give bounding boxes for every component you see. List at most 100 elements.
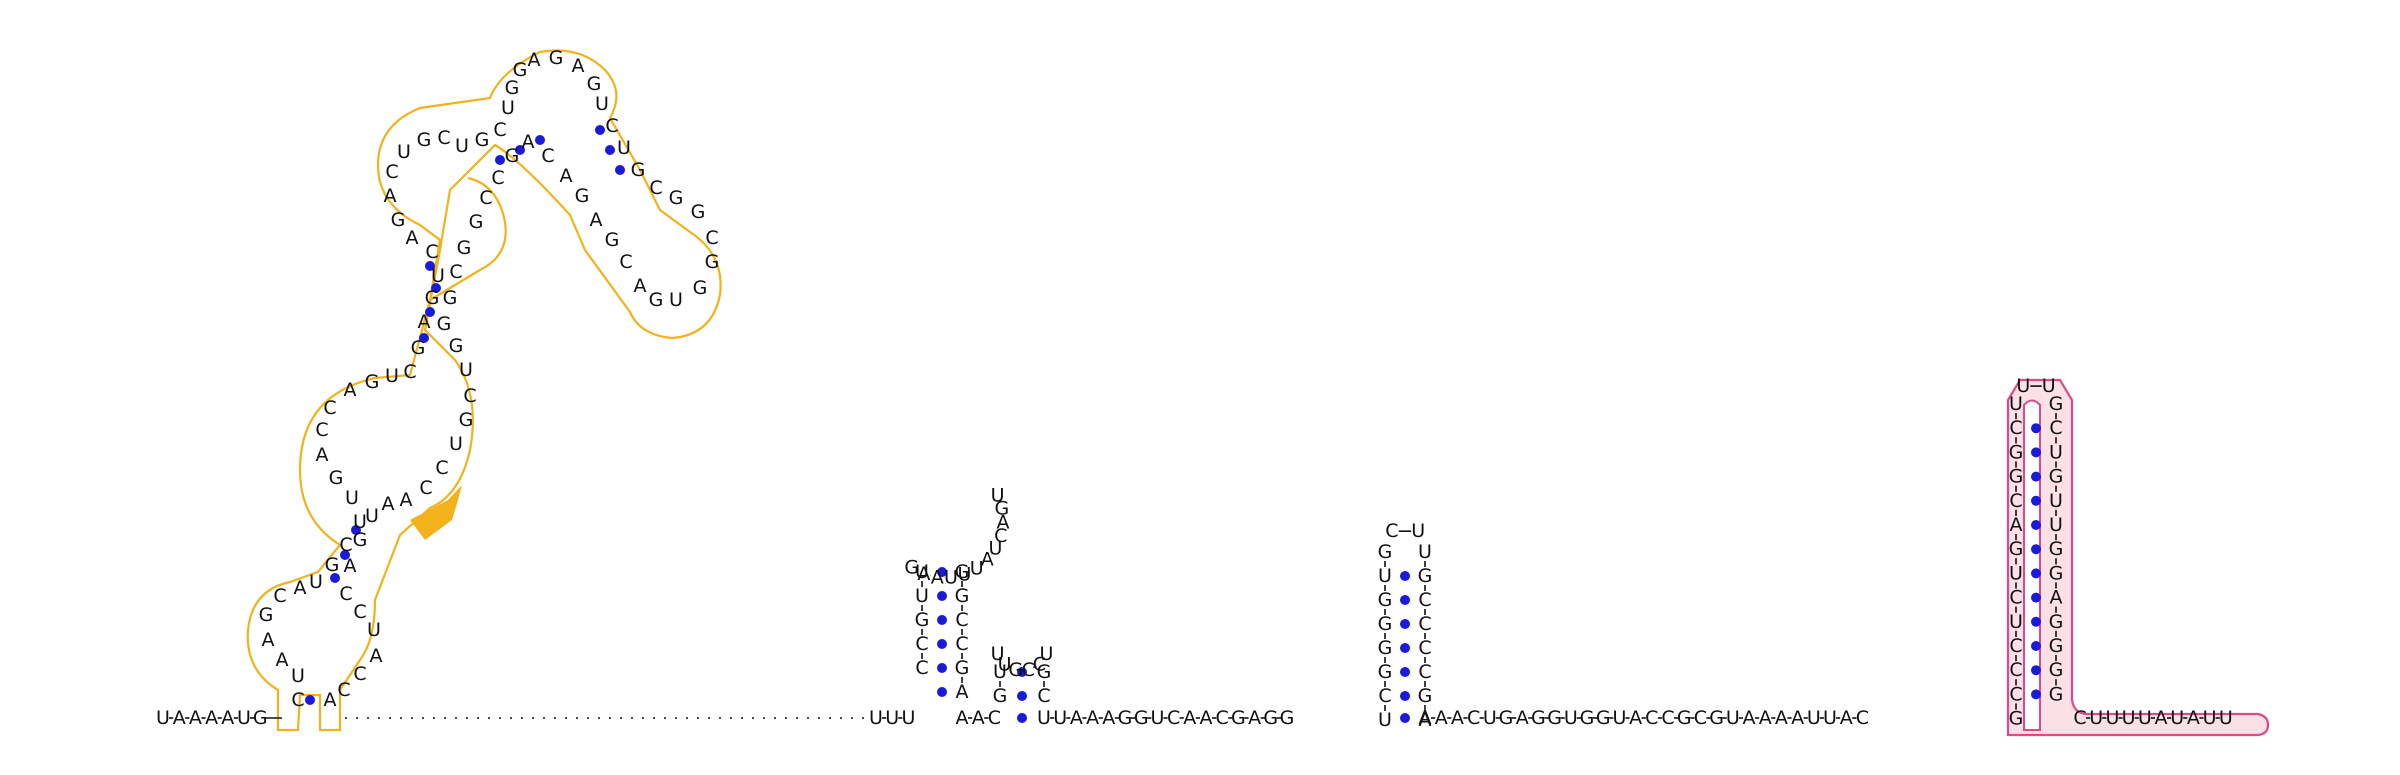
base-pair-dot [351,525,361,535]
base-pair-layer [169,125,2220,723]
branch-nucleotide: G [649,289,664,311]
hairpin1-stem-3prime: G [955,657,970,679]
branch-nucleotide: A [324,689,337,711]
branch-nucleotide: U [459,359,473,381]
branch-nucleotide: G [505,77,520,99]
branch-nucleotide: G [605,229,620,251]
hairpin1-stem-5prime: C [915,657,928,679]
hairpin3-stem-5prime: G [1378,637,1393,659]
base-pair-dot [2031,520,2041,530]
base-pair-dot [419,333,429,343]
base-pair-dot [330,573,340,583]
pink-stem-3prime: G [2049,562,2064,584]
base-pair-dot [2031,641,2041,651]
branch-nucleotide: C [491,167,504,189]
base-pair-dot [2031,423,2041,434]
five-prime-nucleotide: A [221,707,234,729]
base-pair-dot [1400,595,1410,605]
branch-nucleotide: G [693,277,708,299]
middle-nucleotide: C [1216,707,1229,729]
linker-nucleotide: A [1743,707,1756,729]
hairpin3-stem-3prime: U [1418,541,1432,563]
hairpin1-loop: U [957,564,971,586]
pink-stem-5prime: C [2009,490,2022,512]
base-pair-dot [1017,691,1027,701]
pink-domain-outline [2006,378,2270,737]
base-pair-dot [515,145,525,155]
branch-nucleotide: A [294,577,307,599]
branch-nucleotide: G [575,185,590,207]
five-prime-nucleotide: A [205,707,218,729]
branch-nucleotide: A [418,311,431,333]
base-pair-dot [2031,447,2041,458]
hairpin3-stem-5prime: G [1378,661,1393,683]
hairpin2-loop: U [1039,643,1053,665]
branch-nucleotide: C [649,177,662,199]
middle-nucleotide: C [1167,707,1180,729]
pink-stem-3prime: G [2049,466,2064,488]
hairpin1-stem-5prime: U [915,585,929,607]
hairpin1-stem-3prime: C [955,609,968,631]
base-pair-dot [937,615,947,625]
hairpin1-nucleotide: A [956,707,969,729]
base-pair-dot [2031,544,2041,555]
backbone-bond [1041,658,1044,661]
pink-stem-5prime: C [2009,417,2022,439]
pink-stem-3prime: G [2049,635,2064,657]
branch-nucleotide: C [605,115,618,137]
backbone-bond [1032,666,1035,669]
five-prime-nucleotide: G [253,707,268,729]
hairpin1-stem-5prime: U [915,561,929,583]
base-pair-dot [340,550,350,560]
three-prime-nucleotide: U [2203,707,2217,729]
branch-nucleotide: C [493,119,506,141]
base-pair-dot [2031,665,2041,676]
hairpin2-stem-5prime: U [993,661,1007,683]
hairpin1-nucleotide: A [972,707,985,729]
branch-nucleotide: G [329,467,344,489]
branch-nucleotide: G [631,159,646,181]
linker-nucleotide: G [1580,707,1595,729]
pink-stem-3prime: G [2049,659,2064,681]
branch-nucleotide: C [425,241,438,263]
branch-nucleotide: A [370,645,383,667]
linker-nucleotide: U [1807,707,1821,729]
branch-nucleotide: A [276,649,289,671]
base-pair-dot [937,663,947,673]
hairpin1-nucleotide: C [988,707,1001,729]
branch-nucleotide: G [549,47,564,69]
hairpin2-loop: C [1033,653,1046,675]
middle-nucleotide: A [1086,707,1099,729]
hairpin1-stem-3prime: C [955,633,968,655]
hairpin2-stem-5prime: G [993,685,1008,707]
branch-nucleotide: C [337,679,350,701]
three-prime-nucleotide: A [2155,707,2168,729]
pink-stem-5prime: C [2009,587,2022,609]
pink-stem-3prime: G [2049,683,2064,705]
five-prime-nucleotide: A [189,707,202,729]
hairpin2-stem-3prime: C [1037,685,1050,707]
base-pair-dot [1017,713,1027,723]
pink-stem-5prime: C [2009,683,2022,705]
branch-nucleotide: C [437,127,450,149]
base-pair-dot [2031,689,2041,700]
branch-nucleotide: A [572,55,585,77]
linker-nucleotide: A [1516,707,1529,729]
branch-nucleotide: G [365,371,380,393]
linker-nucleotide: U [1483,707,1497,729]
branch-nucleotide: C [403,361,416,383]
branch-nucleotide: G [353,529,368,551]
branch-nucleotide: U [397,141,411,163]
linker-nucleotide: A [1435,707,1448,729]
hairpin3-stem-5prime: G [1378,589,1393,611]
branch-nucleotide: U [345,487,359,509]
three-prime-nucleotide: U [2122,707,2136,729]
pink-stem-3prime: G [2049,393,2064,415]
branch-nucleotide: U [455,135,469,157]
three-prime-nucleotide: C [2073,707,2086,729]
linker-nucleotide: C [1694,707,1707,729]
base-pair-dot [431,283,441,293]
hairpin1-loop: U [988,538,1002,560]
branch-nucleotide: G [425,287,440,309]
branch-nucleotide: G [457,237,472,259]
